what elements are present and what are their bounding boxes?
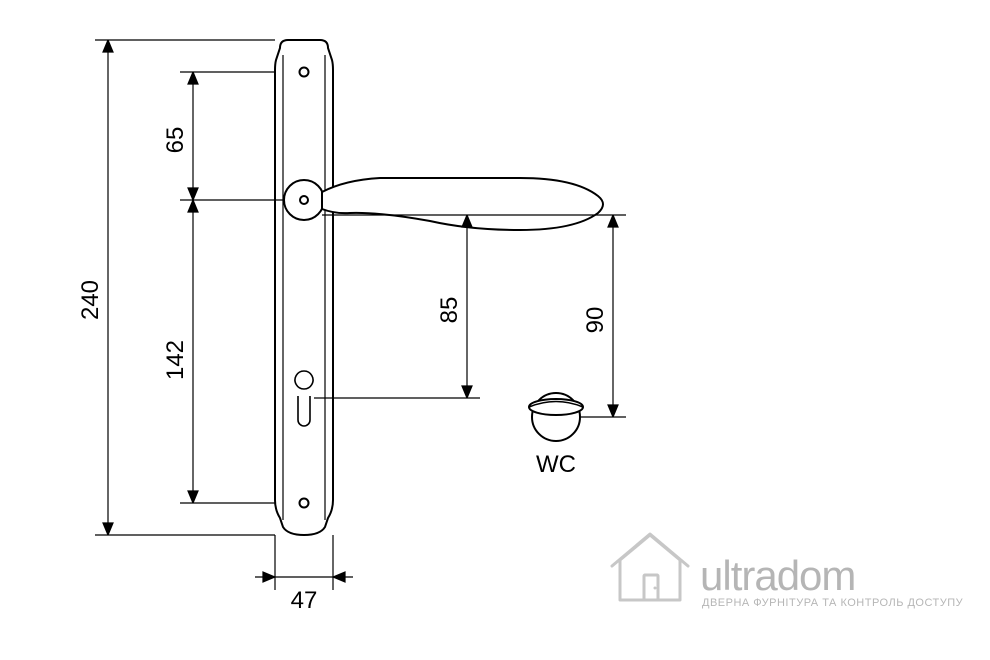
brand-tagline: ДВЕРНА ФУРНІТУРА ТА КОНТРОЛЬ ДОСТУПУ xyxy=(702,597,964,609)
dim-65-value: 65 xyxy=(162,127,189,154)
brand-logo: ultradom ДВЕРНА ФУРНІТУРА ТА КОНТРОЛЬ ДО… xyxy=(612,534,964,609)
door-handle xyxy=(284,178,603,230)
dim-65 xyxy=(180,72,284,200)
dim-47 xyxy=(255,535,353,590)
dim-47-value: 47 xyxy=(291,587,318,614)
technical-diagram: WC 240 65 142 85 xyxy=(0,0,990,660)
dim-240 xyxy=(95,40,275,535)
wc-thumbturn xyxy=(529,393,583,441)
dim-90-value: 90 xyxy=(582,307,609,334)
dim-142-value: 142 xyxy=(162,340,189,380)
door-plate xyxy=(275,40,333,535)
wc-label: WC xyxy=(536,451,576,478)
dim-142 xyxy=(180,200,275,503)
brand-name: ultradom xyxy=(700,552,855,599)
dim-240-value: 240 xyxy=(77,280,104,320)
dim-85-value: 85 xyxy=(436,297,463,324)
